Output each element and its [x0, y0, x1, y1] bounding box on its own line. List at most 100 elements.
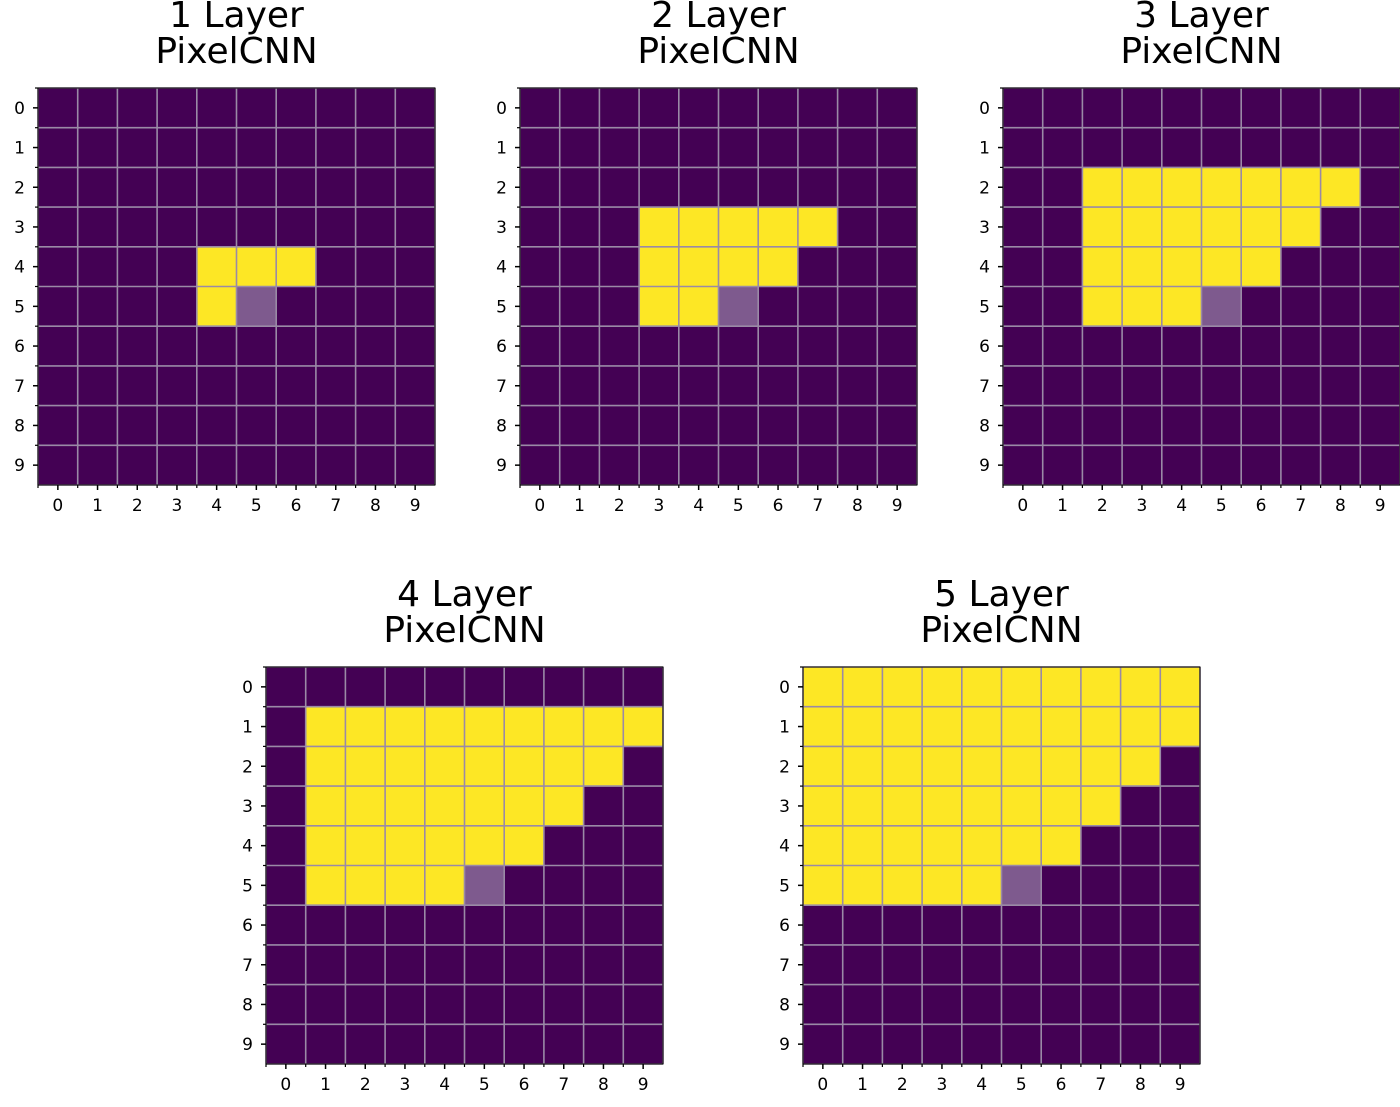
y-tick-label: 0 [496, 99, 507, 119]
receptive-field-cell [1122, 286, 1163, 327]
current-pixel-cell [464, 865, 505, 906]
receptive-field-cell [543, 706, 585, 747]
receptive-field-cell [345, 706, 386, 747]
x-tick-label: 5 [479, 1075, 490, 1095]
receptive-field-cell [1041, 706, 1082, 747]
panel-title-line: PixelCNN [920, 610, 1082, 651]
panel-title-line: 3 Layer [1134, 0, 1269, 36]
y-tick-label: 2 [496, 178, 507, 198]
x-tick-label: 8 [852, 496, 863, 516]
receptive-field-cell [961, 706, 1002, 747]
x-tick-label: 2 [1097, 496, 1108, 516]
y-tick-label: 5 [242, 876, 253, 896]
x-tick-label: 9 [1175, 1075, 1186, 1095]
x-tick-label: 5 [1216, 496, 1227, 516]
receptive-field-cell [1041, 667, 1082, 708]
receptive-field-cell [1320, 167, 1361, 208]
receptive-field-cell [961, 667, 1002, 708]
receptive-field-cell [1201, 207, 1242, 248]
x-tick-label: 4 [439, 1075, 450, 1095]
receptive-field-cell [842, 667, 883, 708]
receptive-field-cell [464, 786, 505, 827]
receptive-field-cell [305, 786, 346, 827]
receptive-field-cell [385, 746, 426, 787]
receptive-field-cell [504, 786, 545, 827]
receptive-field-cell [305, 865, 346, 906]
y-tick-label: 7 [979, 377, 990, 397]
x-tick-label: 4 [693, 496, 704, 516]
receptive-field-cell [803, 746, 844, 787]
receptive-field-cell [1122, 207, 1163, 248]
y-tick-label: 1 [979, 139, 990, 159]
receptive-field-cell [385, 706, 426, 747]
receptive-field-cell [678, 207, 719, 248]
receptive-field-cell [504, 825, 545, 866]
receptive-field-cell [543, 786, 585, 827]
y-tick-label: 8 [979, 416, 990, 436]
x-tick-label: 0 [52, 496, 63, 516]
y-tick-label: 3 [779, 797, 790, 817]
x-tick-label: 2 [132, 496, 143, 516]
y-tick-label: 0 [979, 99, 990, 119]
receptive-field-cell [1120, 706, 1161, 747]
y-tick-label: 8 [14, 416, 25, 436]
receptive-field-cell [961, 786, 1002, 827]
receptive-field-cell [305, 825, 346, 866]
x-tick-label: 8 [598, 1075, 609, 1095]
y-tick-label: 2 [242, 757, 253, 777]
x-tick-label: 1 [320, 1075, 331, 1095]
receptive-field-cell [1001, 786, 1042, 827]
receptive-field-cell [718, 246, 759, 287]
panel-title-line: PixelCNN [1120, 31, 1282, 72]
x-tick-label: 8 [370, 496, 381, 516]
receptive-field-cell [1280, 167, 1322, 208]
y-tick-label: 9 [979, 456, 990, 476]
y-tick-label: 5 [14, 297, 25, 317]
receptive-field-cell [1160, 706, 1201, 747]
y-tick-label: 9 [779, 1035, 790, 1055]
receptive-field-cell [882, 786, 923, 827]
receptive-field-cell [1241, 167, 1282, 208]
current-pixel-cell [1201, 286, 1242, 327]
x-tick-label: 3 [400, 1075, 411, 1095]
panel-title-line: 5 Layer [934, 574, 1069, 615]
y-tick-label: 6 [242, 916, 253, 936]
receptive-field-cell [803, 667, 844, 708]
receptive-field-cell [305, 746, 346, 787]
receptive-field-cell [882, 667, 923, 708]
receptive-field-cell [882, 746, 923, 787]
receptive-field-cell [424, 865, 465, 906]
x-tick-label: 3 [654, 496, 665, 516]
receptive-field-cell [1080, 706, 1122, 747]
y-tick-label: 9 [14, 456, 25, 476]
receptive-field-cell [504, 706, 545, 747]
x-tick-label: 6 [519, 1075, 530, 1095]
receptive-field-cell [583, 746, 624, 787]
receptive-field-cell [1201, 167, 1242, 208]
y-tick-label: 2 [979, 178, 990, 198]
x-tick-label: 3 [1137, 496, 1148, 516]
x-tick-label: 1 [574, 496, 585, 516]
receptive-field-cell [1122, 246, 1163, 287]
receptive-field-cell [504, 746, 545, 787]
receptive-field-cell [639, 246, 680, 287]
receptive-field-cell [639, 286, 680, 327]
receptive-field-cell [842, 786, 883, 827]
y-tick-label: 6 [779, 916, 790, 936]
receptive-field-cell [922, 865, 963, 906]
receptive-field-cell [961, 825, 1002, 866]
y-tick-label: 3 [14, 218, 25, 238]
receptive-field-cell [882, 825, 923, 866]
receptive-field-cell [639, 207, 680, 248]
y-tick-label: 1 [779, 718, 790, 738]
x-tick-label: 0 [817, 1075, 828, 1095]
receptive-field-cell [961, 865, 1002, 906]
y-tick-label: 5 [779, 876, 790, 896]
y-tick-label: 4 [979, 258, 990, 278]
x-tick-label: 1 [92, 496, 103, 516]
y-tick-label: 0 [779, 678, 790, 698]
x-tick-label: 3 [937, 1075, 948, 1095]
x-tick-label: 9 [638, 1075, 649, 1095]
